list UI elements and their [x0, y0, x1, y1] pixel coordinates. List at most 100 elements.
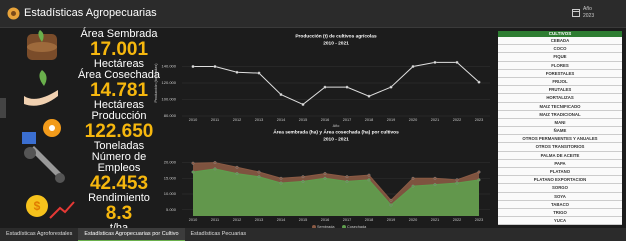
- point: [192, 65, 195, 68]
- point: [214, 65, 217, 68]
- x-tick-label: 2019: [387, 218, 395, 222]
- crop-item[interactable]: PALMA DE ACEITE: [498, 152, 622, 160]
- point: [478, 171, 481, 174]
- point: [258, 175, 261, 178]
- point: [258, 72, 261, 75]
- crop-item[interactable]: OTROS TRANSITORIOS: [498, 143, 622, 151]
- point: [390, 86, 393, 89]
- chart-subtitle: 2010 - 2021: [323, 40, 349, 46]
- crop-item[interactable]: MAIZ TRADICIONAL: [498, 111, 622, 119]
- crop-item[interactable]: SOYA: [498, 193, 622, 201]
- crop-item[interactable]: FIQUE: [498, 53, 622, 61]
- dashboard: Estadísticas Agropecuarias Año 2023 $ Ár…: [0, 0, 626, 241]
- x-tick-label: 2021: [431, 118, 439, 122]
- point: [412, 65, 415, 68]
- y-tick-label: 20.000: [164, 160, 177, 165]
- point: [346, 180, 349, 183]
- crop-item[interactable]: FRUTALES: [498, 86, 622, 94]
- point: [456, 182, 459, 185]
- crop-item[interactable]: YUCA: [498, 217, 622, 225]
- point: [280, 177, 283, 180]
- point: [368, 174, 371, 177]
- y-axis-label: Producción (toneladas): [154, 63, 158, 103]
- x-tick-label: 2014: [277, 218, 285, 222]
- point: [478, 179, 481, 182]
- crop-item[interactable]: COCO: [498, 45, 622, 53]
- x-tick-label: 2011: [211, 218, 219, 222]
- crop-item[interactable]: MAIZ TECNIFICADO: [498, 103, 622, 111]
- point: [412, 177, 415, 180]
- y-tick-label: 100.000: [162, 97, 177, 102]
- x-tick-label: 2022: [453, 218, 461, 222]
- x-tick-label: 2010: [189, 118, 197, 122]
- crop-item[interactable]: PAPA: [498, 160, 622, 168]
- chart-title: Producción (t) de cultivos agrícolas: [295, 33, 377, 39]
- crop-item[interactable]: SORGO: [498, 184, 622, 192]
- y-tick-label: 120.000: [162, 80, 177, 85]
- point: [390, 204, 393, 207]
- x-tick-label: 2023: [475, 118, 483, 122]
- x-tick-label: 2013: [255, 218, 263, 222]
- point: [434, 61, 437, 64]
- crop-item[interactable]: TRIGO: [498, 209, 622, 217]
- crop-item[interactable]: FLORES: [498, 62, 622, 70]
- y-tick-label: 15.000: [164, 175, 177, 180]
- x-tick-label: 2013: [255, 118, 263, 122]
- crop-item[interactable]: OTROS PERMANENTES Y ANUALES: [498, 135, 622, 143]
- x-tick-label: 2012: [233, 218, 241, 222]
- point: [280, 182, 283, 185]
- point: [368, 95, 371, 98]
- x-tick-label: 2019: [387, 118, 395, 122]
- x-tick-label: 2020: [409, 218, 417, 222]
- y-tick-label: 10.000: [164, 191, 177, 196]
- crop-item[interactable]: PLATANO: [498, 168, 622, 176]
- tabs: Estadísticas AgroforestalesEstadísticas …: [0, 228, 626, 241]
- tab[interactable]: Estadísticas Agropecuarias por Cultivo: [78, 228, 184, 241]
- point: [258, 171, 261, 174]
- x-tick-label: 2023: [475, 218, 483, 222]
- crop-item[interactable]: TABACO: [498, 201, 622, 209]
- crop-item[interactable]: HORTALIZAS: [498, 94, 622, 102]
- crop-item[interactable]: PLATANO EXPORTACION: [498, 176, 622, 184]
- x-tick-label: 2012: [233, 118, 241, 122]
- tab[interactable]: Estadísticas Pecuarias: [185, 228, 253, 241]
- point: [368, 179, 371, 182]
- x-tick-label: 2021: [431, 218, 439, 222]
- point: [324, 86, 327, 89]
- point: [412, 185, 415, 188]
- chart-title: Área sembrada (ha) y Área cosechada (ha)…: [273, 128, 399, 135]
- x-tick-label: 2016: [321, 218, 329, 222]
- point: [214, 168, 217, 171]
- tab[interactable]: Estadísticas Agroforestales: [0, 228, 78, 241]
- crop-item[interactable]: CEBADA: [498, 37, 622, 45]
- point: [302, 103, 305, 106]
- y-tick-label: 5.000: [166, 207, 177, 212]
- point: [456, 179, 459, 182]
- crop-item[interactable]: FORESTALES: [498, 70, 622, 78]
- x-tick-label: 2015: [299, 118, 307, 122]
- x-axis-label: Año: [333, 124, 340, 128]
- y-tick-label: 80.000: [164, 113, 177, 118]
- point: [302, 175, 305, 178]
- x-tick-label: 2017: [343, 218, 351, 222]
- point: [346, 86, 349, 89]
- point: [324, 177, 327, 180]
- point: [236, 71, 239, 74]
- crop-item[interactable]: ÑAME: [498, 127, 622, 135]
- point: [434, 177, 437, 180]
- x-tick-label: 2018: [365, 118, 373, 122]
- x-tick-label: 2016: [321, 118, 329, 122]
- chart-subtitle: 2010 - 2021: [323, 136, 349, 142]
- crop-item[interactable]: MANI: [498, 119, 622, 127]
- crop-item[interactable]: FRIJOL: [498, 78, 622, 86]
- point: [236, 166, 239, 169]
- x-tick-label: 2018: [365, 218, 373, 222]
- point: [302, 180, 305, 183]
- point: [280, 93, 283, 96]
- y-tick-label: 140.000: [162, 64, 177, 69]
- x-tick-label: 2011: [211, 118, 219, 122]
- x-tick-label: 2015: [299, 218, 307, 222]
- x-tick-label: 2020: [409, 118, 417, 122]
- point: [456, 61, 459, 64]
